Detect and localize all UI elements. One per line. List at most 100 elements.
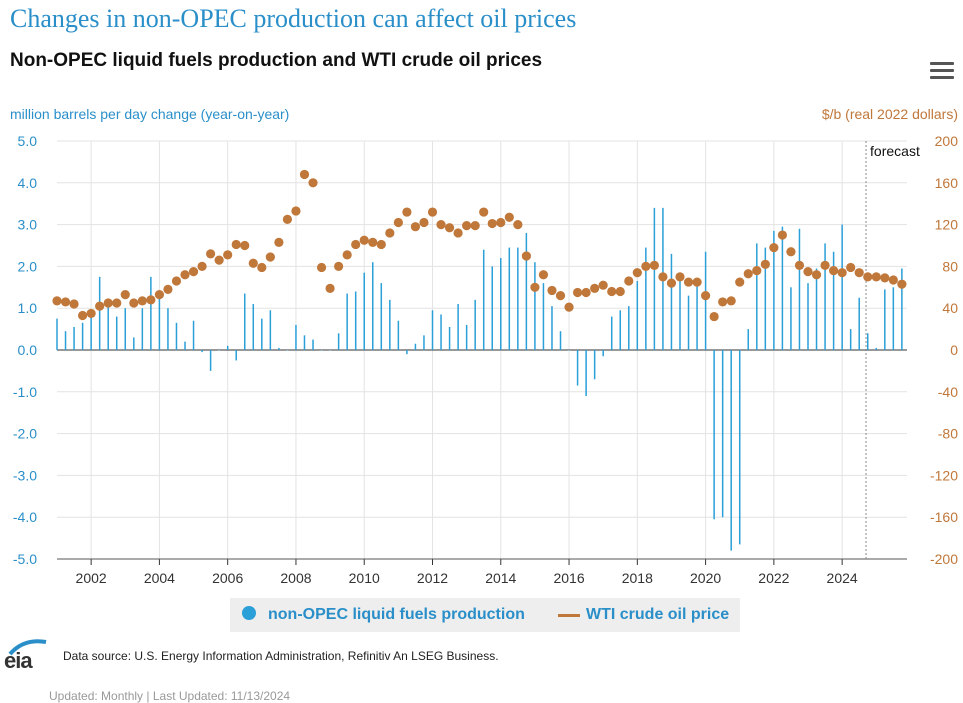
production-bar [269,310,272,350]
production-bar [175,322,178,350]
price-point [820,260,830,270]
production-bar [278,347,280,350]
y-left-tick-label: -5.0 [13,551,37,567]
production-bar [482,249,485,350]
price-point [470,221,480,231]
production-bar [747,329,750,350]
eia-logo [8,639,47,656]
production-bar [380,283,383,350]
legend-production-marker [242,606,256,620]
price-point [803,267,813,277]
price-point [69,299,79,309]
production-bar [568,350,570,351]
production-bar [832,251,835,350]
y-right-tick-label: 200 [935,133,959,149]
price-point [572,287,583,298]
production-bar [508,247,511,350]
x-tick-label: 2014 [485,570,516,586]
production-bar [414,343,417,350]
price-point [871,272,881,282]
production-bar [244,293,246,350]
y-right-tick-label: 40 [942,300,958,316]
y-left-tick-label: -1.0 [13,384,37,400]
production-bar [252,304,255,350]
production-bar [764,247,767,350]
price-point [52,296,62,306]
production-bar [901,268,903,350]
price-point [538,270,549,280]
price-point [376,239,386,250]
price-point [95,301,105,311]
price-point [257,262,267,273]
production-bar [440,314,442,350]
price-point [794,260,805,270]
price-point [385,228,395,238]
price-point [78,310,88,321]
legend-production-label[interactable]: non-OPEC liquid fuels production [268,606,525,623]
price-point [60,297,71,307]
production-bar [824,243,826,350]
price-point [316,262,327,273]
production-bar [679,272,681,350]
x-tick-label: 2016 [553,570,584,586]
production-bar [602,350,604,357]
production-bar [346,293,348,350]
legend-price-label[interactable]: WTI crude oil price [586,606,730,623]
production-bar [64,331,67,350]
x-tick-label: 2024 [827,570,858,586]
price-point [854,268,864,278]
price-point [658,272,668,282]
y-right-tick-label: -160 [930,509,958,525]
production-bar [756,243,758,350]
price-point [598,280,608,290]
production-bar [730,350,732,551]
x-tick-label: 2004 [144,570,175,586]
price-point [265,252,275,262]
y-left-tick-label: 3.0 [18,217,38,233]
price-point [521,251,531,261]
price-point [154,290,165,300]
data-source: Data source: U.S. Energy Information Adm… [63,649,499,663]
production-bar [781,226,784,350]
price-point [726,296,736,306]
production-bar [798,228,801,350]
y-right-tick-label: -40 [938,384,958,400]
chart-title: Non-OPEC liquid fuels production and WTI… [10,50,543,71]
price-point [299,169,310,180]
production-bar [107,306,109,350]
price-point [137,296,147,306]
price-point [120,290,130,300]
production-bar [167,308,169,350]
price-point [649,260,659,270]
production-bar [491,266,493,350]
production-bar [303,335,306,350]
x-tick-label: 2002 [76,570,107,586]
price-point [86,308,96,319]
production-bar [397,320,400,350]
price-point [863,272,873,282]
price-point [291,206,301,216]
price-point [342,250,352,260]
chart: 5.0 4.0 3.0 2.0 1.0 0.0 -1.0 -2.0 -3.0 -4.0 -5.0 20… [10,106,959,586]
x-tick-label: 2020 [690,570,721,586]
price-point [581,287,591,298]
y-left-tick-label: -2.0 [13,426,37,442]
production-bar [687,295,690,350]
y-right-tick-label: 160 [935,175,959,191]
hamburger-menu-icon[interactable] [930,62,954,80]
price-point [530,282,540,292]
production-bar [585,350,587,396]
production-bar [457,304,459,350]
production-bar [363,272,365,350]
price-point [735,277,745,287]
production-bar [406,350,408,355]
production-bar [500,258,502,350]
production-bar [389,299,391,350]
production-bar [124,308,127,350]
price-point [666,278,677,288]
production-bar [115,316,118,350]
price-point [419,217,429,228]
production-bar [738,350,741,545]
production-bar [218,350,220,351]
price-point [786,247,796,257]
